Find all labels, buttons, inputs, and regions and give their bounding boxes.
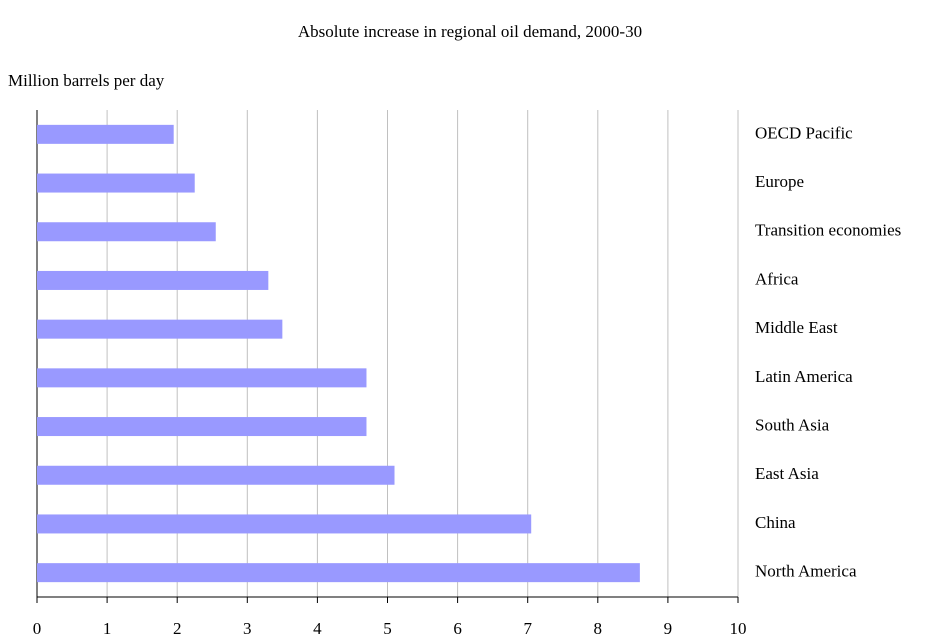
category-label: South Asia bbox=[755, 415, 830, 434]
x-tick-label: 2 bbox=[173, 619, 182, 637]
x-tick-label: 0 bbox=[33, 619, 42, 637]
x-tick-label: 5 bbox=[383, 619, 392, 637]
bar bbox=[37, 368, 367, 388]
x-tick-label: 1 bbox=[103, 619, 112, 637]
category-label: North America bbox=[755, 562, 857, 581]
category-label: China bbox=[755, 513, 796, 532]
bar bbox=[37, 514, 532, 534]
bar bbox=[37, 173, 195, 193]
bar bbox=[37, 222, 216, 242]
x-tick-label: 6 bbox=[453, 619, 462, 637]
chart-title: Absolute increase in regional oil demand… bbox=[298, 22, 642, 41]
bar bbox=[37, 417, 367, 437]
axis-label: Million barrels per day bbox=[8, 71, 165, 90]
category-label: Africa bbox=[755, 269, 799, 288]
category-label: East Asia bbox=[755, 464, 819, 483]
bar bbox=[37, 319, 283, 339]
bar bbox=[37, 465, 395, 485]
x-tick-label: 9 bbox=[664, 619, 673, 637]
x-tick-label: 3 bbox=[243, 619, 252, 637]
category-label: Middle East bbox=[755, 318, 838, 337]
category-label: OECD Pacific bbox=[755, 123, 853, 142]
x-tick-label: 8 bbox=[594, 619, 603, 637]
category-label: Europe bbox=[755, 172, 804, 191]
category-label: Transition economies bbox=[755, 221, 901, 240]
category-label: Latin America bbox=[755, 367, 853, 386]
bar bbox=[37, 270, 269, 290]
bar bbox=[37, 563, 640, 583]
x-tick-label: 4 bbox=[313, 619, 322, 637]
x-tick-label: 10 bbox=[730, 619, 747, 637]
bar bbox=[37, 124, 174, 144]
x-tick-label: 7 bbox=[523, 619, 532, 637]
